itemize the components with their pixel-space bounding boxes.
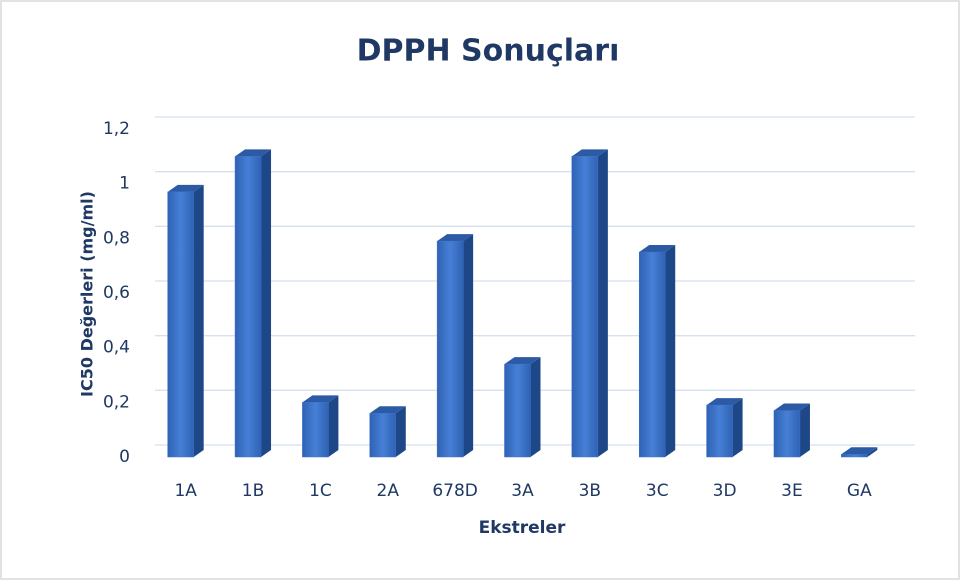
x-tick-label: 3A	[511, 481, 534, 501]
bar	[302, 402, 329, 458]
y-tick-label: 0,6	[103, 283, 130, 303]
bar	[773, 410, 801, 458]
x-tick-label: 3E	[781, 481, 803, 501]
bar	[841, 454, 868, 458]
bar-top	[235, 149, 272, 157]
y-axis-label: IC50 Değerleri (mg/ml)	[78, 191, 97, 397]
bar-side	[261, 149, 272, 458]
y-tick-label: 1	[119, 174, 130, 194]
x-tick-label: 1A	[174, 481, 197, 501]
x-tick-label: 678D	[432, 481, 478, 501]
bar	[706, 404, 733, 458]
bar-side	[530, 357, 541, 457]
bar-top	[437, 234, 474, 242]
chart-title: DPPH Sonuçları	[357, 34, 620, 69]
x-tick-label: 3D	[713, 481, 737, 501]
bar-side	[328, 395, 339, 457]
bar-top	[167, 184, 204, 192]
x-tick-label: GA	[847, 481, 872, 501]
y-tick-label: 0,4	[103, 338, 130, 358]
x-tick-label: 1B	[242, 481, 264, 501]
bar-side	[193, 184, 204, 457]
bar-side	[799, 403, 810, 457]
bar	[234, 156, 262, 458]
bar	[638, 251, 666, 458]
x-tick-label: 3C	[646, 481, 669, 501]
bar-side	[732, 398, 743, 457]
bar-top	[571, 149, 608, 157]
bar-top	[706, 398, 743, 406]
bar	[571, 156, 599, 458]
y-tick-label: 0,2	[103, 392, 130, 412]
bar-side	[597, 149, 608, 458]
bar-top	[773, 403, 810, 411]
bar-side	[665, 245, 676, 457]
bar-top	[639, 245, 676, 252]
x-tick-label: 1C	[309, 481, 332, 501]
bar-side	[867, 447, 878, 457]
bar	[436, 240, 464, 458]
bar-top	[841, 447, 878, 455]
y-tick-label: 0,8	[103, 228, 130, 248]
x-tick-label: 3B	[579, 481, 601, 501]
bar-side	[395, 406, 406, 457]
x-tick-label: 2A	[377, 481, 400, 501]
bar	[369, 413, 397, 458]
bar	[167, 191, 194, 458]
bar-top	[302, 395, 339, 403]
bar-top	[504, 357, 541, 365]
bar-side	[463, 234, 474, 457]
y-tick-label: 1,2	[103, 119, 130, 139]
bar	[504, 363, 531, 458]
x-axis-label: Ekstreler	[479, 518, 566, 538]
bar-top	[369, 406, 406, 414]
y-tick-label: 0	[119, 447, 130, 467]
